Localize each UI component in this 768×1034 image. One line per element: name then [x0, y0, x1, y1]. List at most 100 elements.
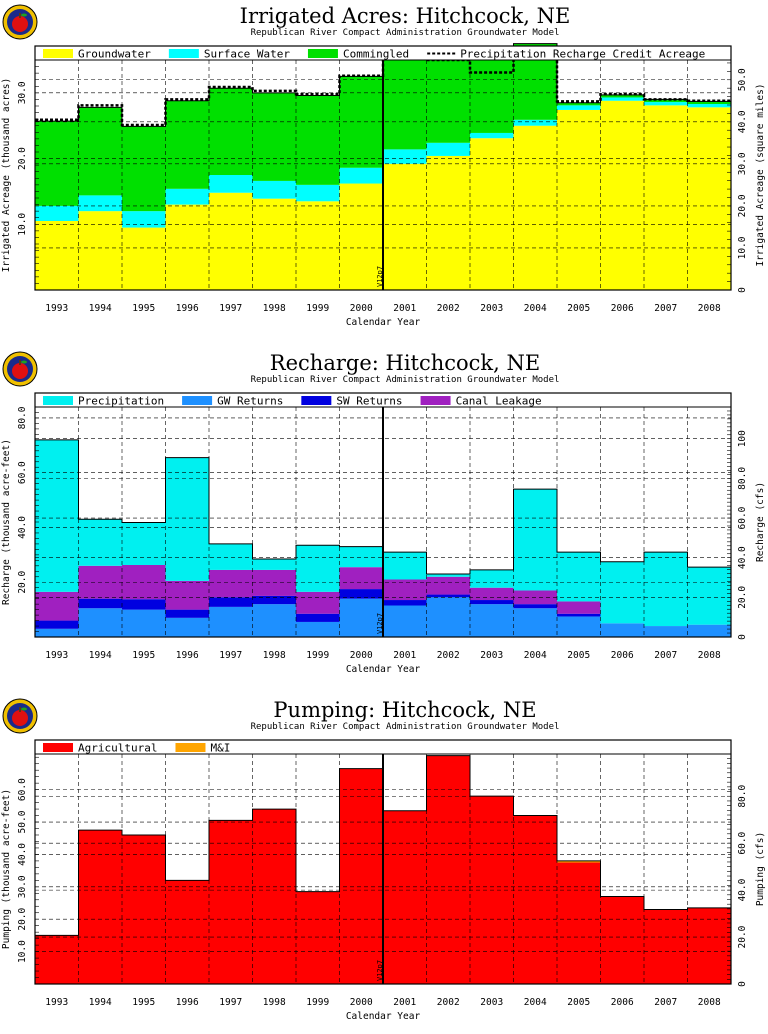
legend-swatch: [175, 743, 206, 752]
bar-commingled-2008: [687, 101, 731, 105]
legend-item-sw-returns: SW Returns: [301, 395, 403, 408]
xtick-label: 2006: [611, 997, 634, 1008]
legend-swatch: [182, 396, 213, 405]
bar-gw-returns-2005: [557, 616, 601, 637]
y2tick-label: 0: [737, 981, 748, 987]
legend-item-precipitation: Precipitation: [43, 395, 164, 408]
bar-sw-returns-2000: [339, 589, 383, 599]
bar-surface-water-1996: [165, 188, 209, 205]
xtick-label: 2004: [524, 997, 547, 1008]
bar-precipitation-1999: [296, 545, 340, 592]
y-axis-label: Recharge (thousand acre-feet): [1, 439, 12, 605]
bar-gw-returns-1995: [122, 609, 166, 637]
legend-strip: [35, 740, 731, 754]
y2tick-label: 40.0: [737, 110, 748, 133]
legend-label: Surface Water: [204, 48, 290, 61]
bar-groundwater-1998: [252, 198, 296, 290]
ytick-label: 60.0: [17, 461, 28, 484]
bar-agricultural-2004: [513, 815, 557, 984]
bar-gw-returns-1993: [35, 628, 79, 637]
bar-groundwater-2006: [600, 100, 644, 290]
bars-group: [35, 755, 731, 984]
xtick-label: 2007: [654, 997, 677, 1008]
logo-stem: [19, 360, 21, 365]
logo-leaf: [21, 13, 27, 17]
bar-commingled-2007: [644, 99, 688, 103]
apple-logo-icon: [2, 4, 38, 40]
bar-sw-returns-2003: [470, 600, 514, 605]
bar-agricultural-2001: [383, 810, 427, 984]
apple-logo-icon: [2, 698, 38, 734]
bar-groundwater-1993: [35, 221, 79, 290]
bar-commingled-1995: [122, 126, 166, 212]
xtick-label: 1995: [132, 303, 155, 314]
logo-stem: [19, 13, 21, 18]
bar-agricultural-2008: [687, 907, 731, 984]
xtick-label: 1993: [45, 997, 68, 1008]
legend-label: SW Returns: [336, 395, 402, 408]
xtick-label: 1994: [89, 303, 112, 314]
bar-surface-water-2000: [339, 167, 383, 184]
xtick-label: 1993: [45, 650, 68, 661]
xtick-label: 1999: [306, 997, 329, 1008]
bar-gw-returns-1996: [165, 617, 209, 637]
legend-label: GW Returns: [217, 395, 283, 408]
x-axis-label: Calendar Year: [346, 664, 421, 675]
y2tick-label: 50.0: [737, 68, 748, 91]
bar-sw-returns-1996: [165, 609, 209, 618]
bar-precipitation-1996: [165, 457, 209, 581]
bar-agricultural-1994: [78, 830, 122, 984]
y2tick-label: 60.0: [737, 831, 748, 854]
xtick-label: 2000: [350, 997, 373, 1008]
version-label: V12p7: [376, 613, 384, 634]
grid-lines: [35, 407, 731, 638]
bar-canal-leakage-1993: [35, 591, 79, 621]
bar-commingled-2001: [383, 51, 427, 150]
legend-label: Commingled: [343, 48, 409, 61]
bar-groundwater-2002: [426, 155, 470, 290]
logo-leaf: [21, 360, 27, 364]
xtick-label: 1995: [132, 997, 155, 1008]
bar-gw-returns-2003: [470, 604, 514, 637]
bar-gw-returns-2000: [339, 598, 383, 637]
bar-groundwater-2000: [339, 183, 383, 290]
bar-agricultural-2000: [339, 768, 383, 984]
ytick-label: 30.0: [17, 81, 28, 104]
bar-agricultural-1998: [252, 809, 296, 984]
bar-sw-returns-1999: [296, 613, 340, 622]
irrigated-acres-panel: Irrigated Acres: Hitchcock, NE Republican…: [0, 0, 768, 340]
bar-groundwater-1996: [165, 204, 209, 290]
y2tick-label: 80.0: [737, 467, 748, 490]
y2-axis-label: Recharge (cfs): [755, 482, 766, 562]
legend-swatch: [301, 396, 332, 405]
bar-agricultural-1999: [296, 891, 340, 984]
ytick-label: 20.0: [17, 907, 28, 930]
legend-swatch: [420, 396, 451, 405]
xtick-label: 2007: [654, 650, 677, 661]
xtick-label: 1996: [176, 997, 199, 1008]
bar-canal-leakage-1998: [252, 569, 296, 596]
axis-ticks: [35, 753, 731, 985]
bar-gw-returns-1999: [296, 621, 340, 637]
axis-ticks: [35, 406, 731, 638]
ytick-label: 50.0: [17, 810, 28, 833]
y2tick-label: 20.0: [737, 586, 748, 609]
bar-agricultural-1997: [209, 820, 253, 984]
bar-gw-returns-1994: [78, 608, 122, 637]
bar-commingled-1993: [35, 121, 79, 206]
version-label: V12p7: [376, 266, 384, 287]
y2tick-label: 30.0: [737, 152, 748, 175]
y2tick-label: 10.0: [737, 236, 748, 259]
bar-precipitation-2001: [383, 552, 427, 580]
bar-precipitation-2004: [513, 489, 557, 591]
xtick-label: 1996: [176, 303, 199, 314]
xtick-label: 2004: [524, 650, 547, 661]
legend-item-surface-water: Surface Water: [168, 48, 290, 61]
bar-surface-water-1997: [209, 175, 253, 193]
bar-surface-water-1998: [252, 180, 296, 199]
legend-strip: [35, 46, 731, 60]
bar-gw-returns-2008: [687, 624, 731, 637]
bar-surface-water-2007: [644, 102, 688, 106]
bar-groundwater-1995: [122, 227, 166, 290]
